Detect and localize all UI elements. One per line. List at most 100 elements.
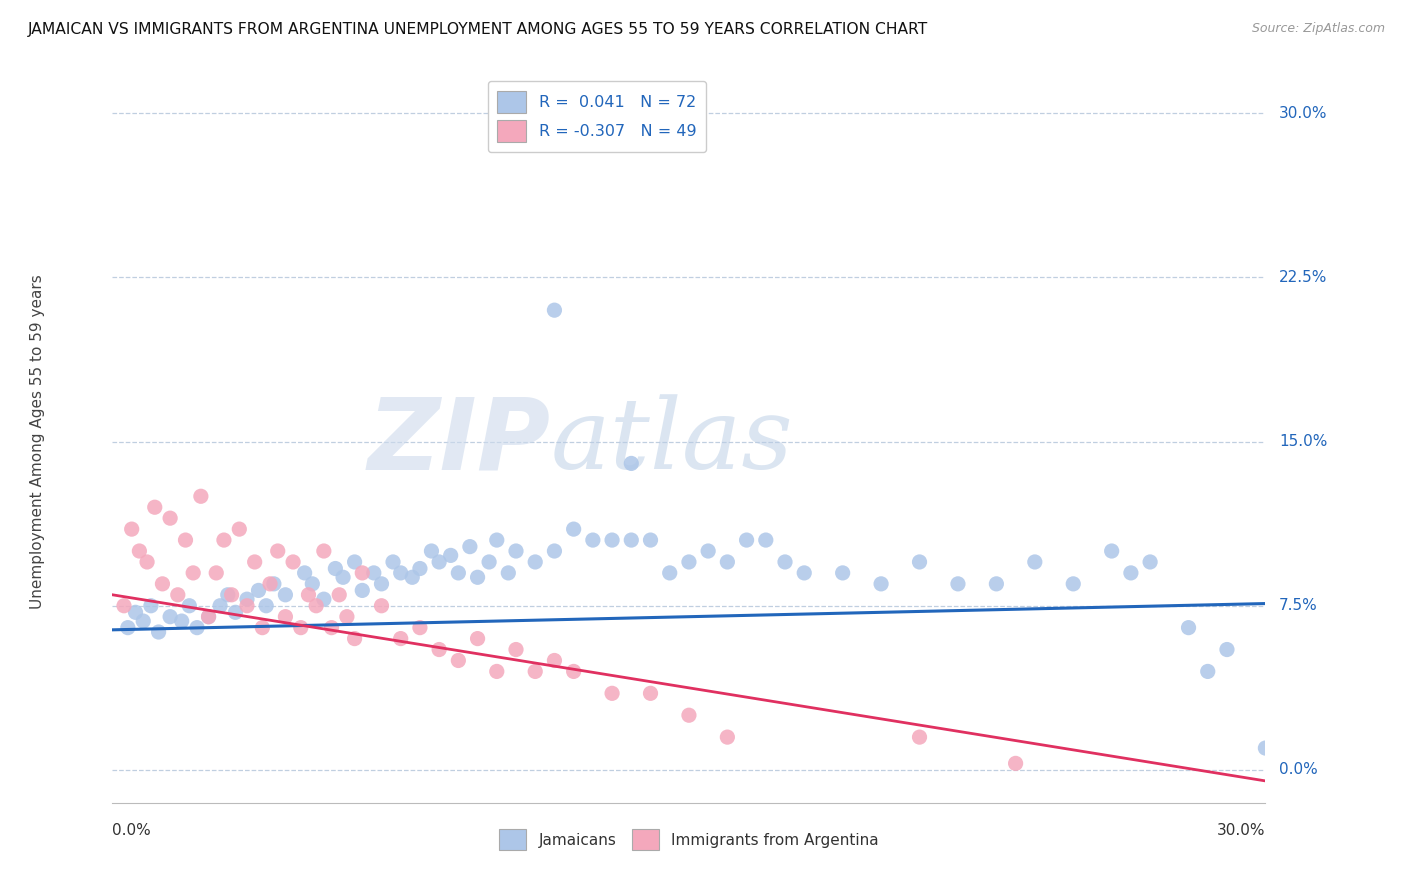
Point bbox=[870, 577, 893, 591]
Point bbox=[831, 566, 853, 580]
Point bbox=[128, 544, 150, 558]
Point bbox=[186, 621, 208, 635]
Point bbox=[294, 566, 316, 580]
Point bbox=[209, 599, 232, 613]
Point bbox=[352, 566, 374, 580]
Point bbox=[179, 599, 201, 613]
Point bbox=[190, 489, 212, 503]
Point bbox=[312, 592, 335, 607]
Text: 15.0%: 15.0% bbox=[1279, 434, 1327, 449]
Point bbox=[217, 588, 239, 602]
Point bbox=[420, 544, 443, 558]
Point bbox=[247, 583, 270, 598]
Point bbox=[170, 614, 193, 628]
Point bbox=[409, 621, 432, 635]
Point bbox=[543, 303, 565, 318]
Point bbox=[773, 555, 796, 569]
Point bbox=[259, 577, 281, 591]
Point bbox=[467, 570, 489, 584]
Text: atlas: atlas bbox=[551, 394, 793, 489]
Point bbox=[263, 577, 285, 591]
Point bbox=[212, 533, 235, 547]
Point bbox=[697, 544, 720, 558]
Point bbox=[370, 577, 392, 591]
Point bbox=[301, 577, 323, 591]
Point bbox=[485, 533, 508, 547]
Text: 0.0%: 0.0% bbox=[112, 823, 152, 838]
Point bbox=[139, 599, 162, 613]
Point bbox=[447, 653, 470, 667]
Point bbox=[582, 533, 605, 547]
Point bbox=[1254, 741, 1277, 756]
Point bbox=[735, 533, 758, 547]
Point bbox=[132, 614, 155, 628]
Point bbox=[274, 588, 297, 602]
Point bbox=[485, 665, 508, 679]
Point bbox=[505, 642, 527, 657]
Text: 30.0%: 30.0% bbox=[1279, 105, 1327, 120]
Point bbox=[159, 609, 181, 624]
Point bbox=[478, 555, 501, 569]
Point bbox=[440, 549, 463, 563]
Point bbox=[716, 555, 738, 569]
Point bbox=[716, 730, 738, 744]
Point bbox=[543, 653, 565, 667]
Point bbox=[236, 592, 259, 607]
Point bbox=[1197, 665, 1219, 679]
Point bbox=[143, 500, 166, 515]
Point bbox=[112, 599, 135, 613]
Point bbox=[524, 665, 547, 679]
Point bbox=[1004, 756, 1026, 771]
Point bbox=[505, 544, 527, 558]
Point bbox=[658, 566, 681, 580]
Point bbox=[363, 566, 385, 580]
Point bbox=[793, 566, 815, 580]
Point bbox=[1177, 621, 1199, 635]
Point bbox=[205, 566, 228, 580]
Point bbox=[1101, 544, 1123, 558]
Point bbox=[600, 533, 623, 547]
Point bbox=[382, 555, 405, 569]
Point bbox=[620, 533, 643, 547]
Point bbox=[640, 533, 662, 547]
Point bbox=[1216, 642, 1239, 657]
Point bbox=[117, 621, 139, 635]
Point bbox=[332, 570, 354, 584]
Point bbox=[1139, 555, 1161, 569]
Point bbox=[197, 609, 219, 624]
Point bbox=[312, 544, 335, 558]
Point bbox=[427, 642, 450, 657]
Point bbox=[562, 522, 585, 536]
Point bbox=[274, 609, 297, 624]
Point bbox=[325, 561, 347, 575]
Text: Unemployment Among Ages 55 to 59 years: Unemployment Among Ages 55 to 59 years bbox=[30, 274, 45, 609]
Point bbox=[678, 708, 700, 723]
Point bbox=[124, 605, 146, 619]
Text: 7.5%: 7.5% bbox=[1279, 599, 1317, 613]
Point bbox=[290, 621, 312, 635]
Point bbox=[181, 566, 204, 580]
Point bbox=[755, 533, 778, 547]
Point bbox=[620, 457, 643, 471]
Point bbox=[136, 555, 159, 569]
Point bbox=[640, 686, 662, 700]
Point bbox=[254, 599, 277, 613]
Point bbox=[946, 577, 969, 591]
Text: 30.0%: 30.0% bbox=[1218, 823, 1265, 838]
Point bbox=[267, 544, 290, 558]
Point bbox=[243, 555, 266, 569]
Point bbox=[986, 577, 1008, 591]
Point bbox=[427, 555, 450, 569]
Point bbox=[370, 599, 392, 613]
Point bbox=[908, 555, 931, 569]
Point bbox=[678, 555, 700, 569]
Point bbox=[458, 540, 481, 554]
Point bbox=[467, 632, 489, 646]
Point bbox=[352, 583, 374, 598]
Point bbox=[174, 533, 197, 547]
Legend: Jamaicans, Immigrants from Argentina: Jamaicans, Immigrants from Argentina bbox=[492, 822, 886, 856]
Point bbox=[908, 730, 931, 744]
Point bbox=[409, 561, 432, 575]
Point bbox=[562, 665, 585, 679]
Point bbox=[166, 588, 188, 602]
